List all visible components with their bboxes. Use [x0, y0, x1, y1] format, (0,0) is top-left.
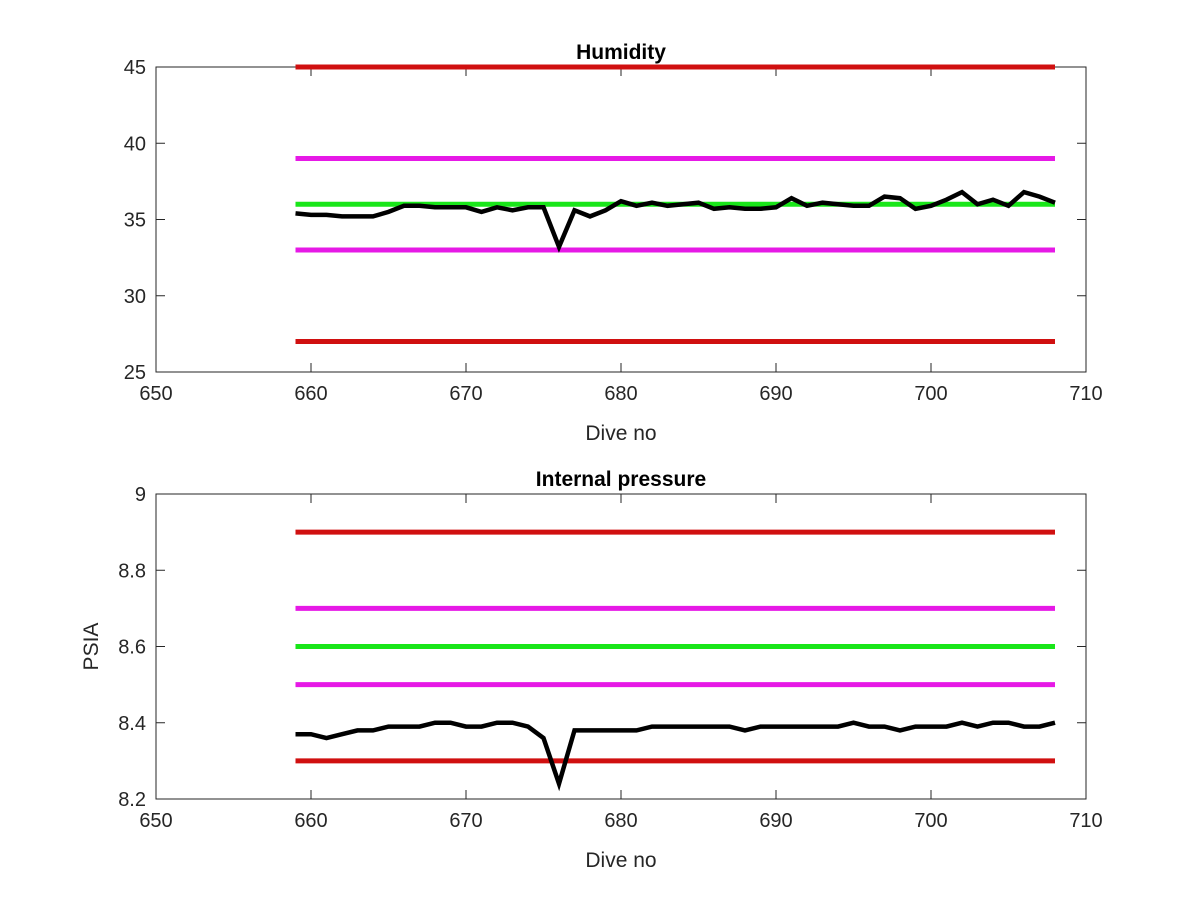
- internal-pressure-y-tick-label: 8.6: [118, 637, 146, 659]
- humidity-y-tick-label: 35: [124, 210, 146, 232]
- internal-pressure-y-tick-label: 8.4: [118, 713, 146, 735]
- humidity-x-tick-label: 710: [1069, 383, 1102, 405]
- humidity-x-tick-label: 700: [914, 383, 947, 405]
- internal-pressure-x-tick-label: 690: [759, 810, 792, 832]
- humidity-plot-area: [155, 66, 1087, 373]
- humidity-chart-title: Humidity: [576, 41, 666, 64]
- internal-pressure-y-axis-label: PSIA: [80, 623, 103, 671]
- internal-pressure-x-tick-label: 650: [139, 810, 172, 832]
- humidity-y-tick-label: 30: [124, 286, 146, 308]
- internal-pressure-chart-title: Internal pressure: [536, 468, 706, 491]
- internal-pressure-x-tick-label: 680: [604, 810, 637, 832]
- humidity-x-tick-label: 690: [759, 383, 792, 405]
- humidity-x-tick-label: 670: [449, 383, 482, 405]
- humidity-x-axis-label: Dive no: [585, 422, 656, 445]
- internal-pressure-x-tick-label: 700: [914, 810, 947, 832]
- internal-pressure-y-tick-label: 8.8: [118, 560, 146, 582]
- humidity-x-tick-label: 660: [294, 383, 327, 405]
- internal-pressure-x-axis-label: Dive no: [585, 849, 656, 872]
- internal-pressure-x-tick-label: 660: [294, 810, 327, 832]
- humidity-chart: 650 660 670 680 690 700 710 25 30 35 40 45 Humidity D…: [124, 41, 1103, 445]
- internal-pressure-chart: 650 660 670 680 690 700 710 8.2 8.4 8.6 8.8 9 Intern…: [80, 468, 1103, 872]
- internal-pressure-y-tick-label: 9: [135, 484, 146, 506]
- internal-pressure-x-tick-label: 710: [1069, 810, 1102, 832]
- internal-pressure-data-line: [295, 720, 1056, 792]
- internal-pressure-y-tick-label: 8.2: [118, 789, 146, 811]
- humidity-y-tick-label: 45: [124, 57, 146, 79]
- humidity-x-tick-label: 680: [604, 383, 637, 405]
- humidity-y-tick-label: 25: [124, 362, 146, 384]
- internal-pressure-x-tick-label: 670: [449, 810, 482, 832]
- humidity-y-tick-label: 40: [124, 133, 146, 155]
- humidity-x-tick-label: 650: [139, 383, 172, 405]
- humidity-data-line: [295, 189, 1056, 253]
